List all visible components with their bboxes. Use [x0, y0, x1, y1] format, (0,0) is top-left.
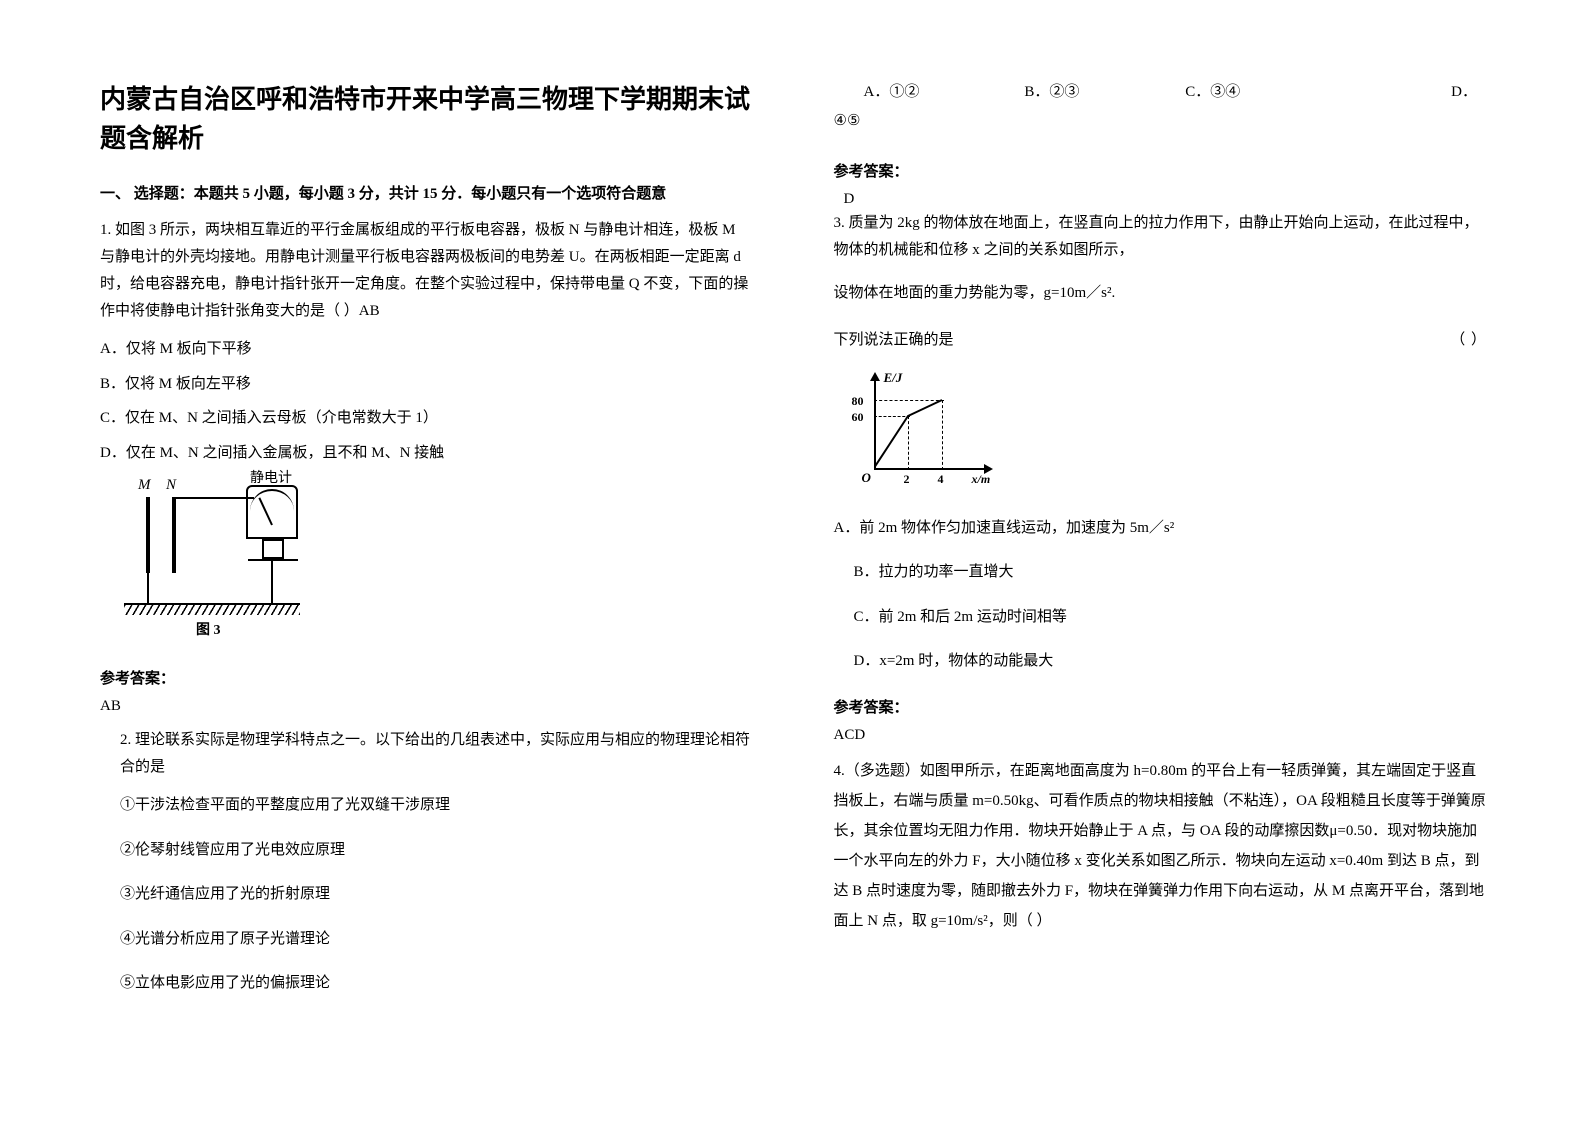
q2-text: 2. 理论联系实际是物理学科特点之一。以下给出的几组表述中，实际应用与相应的物理… [100, 727, 754, 781]
q2-opt-b: B．②③ [994, 80, 1155, 101]
q2-i5: ⑤立体电影应用了光的偏振理论 [100, 969, 754, 998]
q2-opt-a: A．①② [834, 80, 995, 101]
q2-opt-d: D． [1316, 80, 1487, 101]
q2-opt-c: C．③④ [1155, 80, 1316, 101]
y80-tick: 80 [852, 394, 864, 409]
fig-label: 图 3 [196, 619, 221, 639]
q2-i3: ③光纤通信应用了光的折射原理 [100, 880, 754, 909]
right-column: A．①② B．②③ C．③④ D． ④⑤ 参考答案： D 3. 质量为 2kg … [834, 80, 1488, 1082]
q1-answer: AB [100, 698, 754, 715]
q2-i2: ②伦琴射线管应用了光电效应原理 [100, 836, 754, 865]
left-column: 内蒙古自治区呼和浩特市开来中学高三物理下学期期末试题含解析 一、 选择题：本题共… [100, 80, 754, 1082]
q3-text1: 3. 质量为 2kg 的物体放在地面上，在竖直向上的拉力作用下，由静止开始向上运… [834, 210, 1488, 264]
q3-paren: （ ） [1450, 327, 1487, 354]
q3-opt-d: D．x=2m 时，物体的动能最大 [834, 647, 1488, 676]
plate-n [172, 497, 176, 573]
q2-answer: D [844, 191, 1488, 208]
q1-answer-label: 参考答案： [100, 667, 754, 688]
label-n: N [166, 477, 176, 494]
q3-text3: 下列说法正确的是 [834, 327, 954, 354]
q2-i1: ①干涉法检查平面的平整度应用了光双缝干涉原理 [100, 791, 754, 820]
q3-opt-c: C．前 2m 和后 2m 运动时间相等 [834, 603, 1488, 632]
ground-hatch [124, 605, 300, 615]
q2-options-row: A．①② B．②③ C．③④ D． [834, 80, 1488, 101]
q3-text2: 设物体在地面的重力势能为零，g=10m／s². [834, 280, 1488, 307]
wire-m-down [147, 573, 149, 603]
q1-opt-d: D．仅在 M、N 之间插入金属板，且不和 M、N 接触 [100, 439, 754, 468]
wire-top [174, 497, 254, 499]
origin-label: O [862, 470, 871, 486]
q2-answer-label: 参考答案： [834, 160, 1488, 181]
meter-base [248, 559, 298, 561]
document-title: 内蒙古自治区呼和浩特市开来中学高三物理下学期期末试题含解析 [100, 80, 754, 158]
q3-text3-row: 下列说法正确的是 （ ） [834, 327, 1488, 354]
ylabel: E/J [884, 370, 903, 386]
x2-tick: 2 [904, 472, 910, 487]
plate-m [146, 497, 150, 573]
q2-i4: ④光谱分析应用了原子光谱理论 [100, 925, 754, 954]
q3-answer-label: 参考答案： [834, 696, 1488, 717]
meter-stand [262, 539, 284, 559]
q3-opt-b: B．拉力的功率一直增大 [834, 558, 1488, 587]
xlabel: x/m [972, 472, 991, 487]
q1-diagram: M N 静电计 图 3 [118, 483, 308, 643]
q1-opt-c: C．仅在 M、N 之间插入云母板（介电常数大于 1） [100, 404, 754, 433]
chart-line [874, 398, 946, 470]
wire-meter-down [271, 561, 273, 603]
label-m: M [138, 477, 151, 494]
section-header-1: 一、 选择题：本题共 5 小题，每小题 3 分，共计 15 分．每小题只有一个选… [100, 182, 754, 203]
q1-opt-b: B．仅将 M 板向左平移 [100, 370, 754, 399]
q1-opt-a: A．仅将 M 板向下平移 [100, 335, 754, 364]
y60-tick: 60 [852, 410, 864, 425]
q3-chart: E/J x/m O 80 60 2 4 [844, 370, 1004, 490]
q3-opt-a: A．前 2m 物体作匀加速直线运动，加速度为 5m／s² [834, 514, 1488, 543]
meter-label: 静电计 [250, 467, 292, 487]
q3-answer: ACD [834, 727, 1488, 744]
x4-tick: 4 [938, 472, 944, 487]
q4-text: 4.（多选题）如图甲所示，在距离地面高度为 h=0.80m 的平台上有一轻质弹簧… [834, 756, 1488, 936]
q2-opt-e: ④⑤ [834, 107, 1488, 136]
q1-text: 1. 如图 3 所示，两块相互靠近的平行金属板组成的平行板电容器，极板 N 与静… [100, 217, 754, 325]
